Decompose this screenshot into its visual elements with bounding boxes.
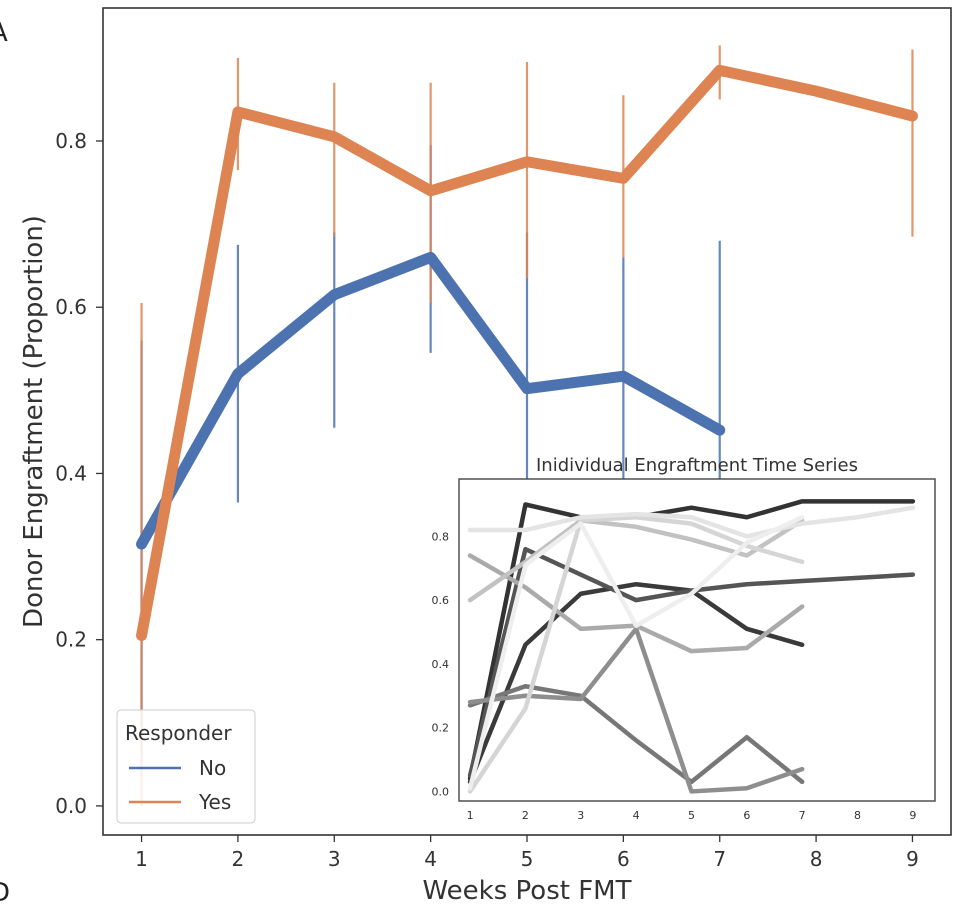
legend-label-yes: Yes	[198, 790, 231, 814]
inset-series-line-2	[467, 581, 805, 785]
inset-y-tick-label-4: 0.8	[432, 530, 450, 543]
legend-title: Responder	[125, 721, 232, 745]
inset-y-tick-label-1: 0.2	[432, 722, 450, 735]
x-tick-label-5: 5	[521, 847, 534, 871]
y-tick-label-3: 0.6	[55, 295, 87, 319]
inset-y-tick-label-3: 0.6	[432, 594, 450, 607]
x-tick-label-6: 6	[617, 847, 630, 871]
inset-x-tick-label-8: 8	[854, 809, 861, 822]
inset-series-line-10	[467, 515, 805, 791]
legend: Responder No Yes	[116, 709, 256, 824]
y-tick-label-2: 0.4	[55, 461, 87, 485]
y-tick-label-0: 0.0	[55, 794, 87, 818]
inset-title: Inidividual Engraftment Time Series	[536, 455, 858, 476]
inset-series-line-3	[467, 546, 916, 778]
inset-y-tick-label-2: 0.4	[432, 658, 450, 671]
inset-background	[458, 478, 936, 802]
main-y-axis-label: Donor Engraftment (Proportion)	[19, 215, 49, 628]
y-tick-label-1: 0.2	[55, 628, 87, 652]
inset-marks: 1 2 3 4 5 6 7 8 9 0.0 0.2 0.4 0.6 0.8	[432, 499, 916, 822]
legend-label-no: No	[199, 756, 226, 780]
inset-x-tick-label-2: 2	[522, 809, 529, 822]
inset-y-tick-label-0: 0.0	[432, 785, 450, 798]
inset-series-line-7	[467, 518, 805, 603]
inset-series-line-9	[467, 505, 916, 539]
legend-box	[116, 709, 256, 824]
inset-x-tick-label-3: 3	[577, 809, 584, 822]
x-tick-label-7: 7	[713, 847, 726, 871]
inset-x-tick-label-6: 6	[743, 809, 750, 822]
x-tick-label-8: 8	[810, 847, 823, 871]
series-line-yes	[136, 64, 918, 642]
series-line-no	[136, 251, 726, 550]
inset-x-tick-label-7: 7	[799, 809, 806, 822]
x-tick-label-4: 4	[424, 847, 437, 871]
x-tick-label-3: 3	[328, 847, 341, 871]
main-axes: 1 2 3 4 5 6 7 8 9 0.0 0.2 0.4 0.6 0.8	[55, 129, 919, 871]
inset-series-line-1	[467, 499, 916, 781]
x-tick-label-9: 9	[906, 847, 919, 871]
y-tick-label-4: 0.8	[55, 129, 87, 153]
inset-series-line-8	[467, 515, 805, 794]
x-tick-label-2: 2	[232, 847, 245, 871]
x-tick-label-1: 1	[135, 847, 148, 871]
inset-x-tick-label-1: 1	[467, 809, 474, 822]
panel-label-a: A	[0, 18, 8, 48]
inset-x-tick-label-5: 5	[688, 809, 695, 822]
inset-x-tick-label-9: 9	[909, 809, 916, 822]
inset-series-line-5	[467, 626, 805, 794]
inset-series-line-4	[467, 683, 805, 785]
panel-label-d: D	[0, 878, 11, 908]
inset-x-tick-label-4: 4	[633, 809, 640, 822]
main-x-axis-label: Weeks Post FMT	[423, 876, 632, 906]
inset-plot: 1 2 3 4 5 6 7 8 9 0.0 0.2 0.4 0.6 0.8 Inidividual Eng…	[432, 455, 936, 822]
